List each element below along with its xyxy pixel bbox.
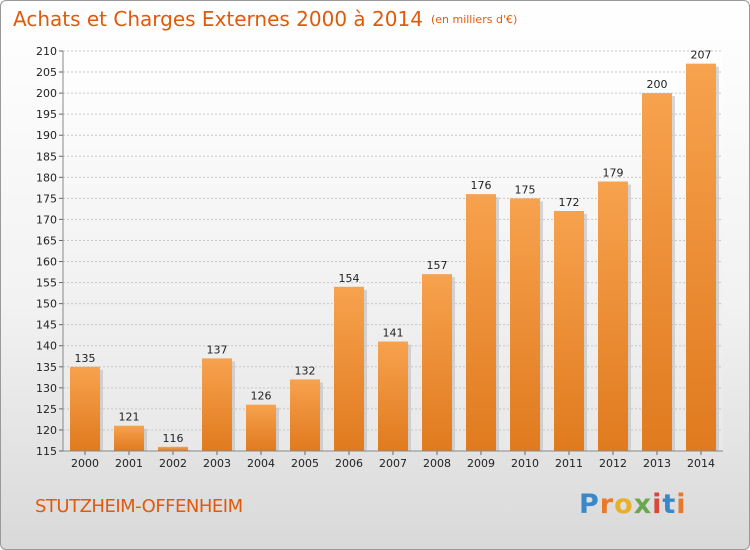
- bar: [290, 379, 320, 451]
- bars: 135 121 116 137 126 132 154 141 157 176 175 172 179 2…: [70, 49, 719, 452]
- x-tick-label: 2010: [511, 457, 539, 470]
- x-tick-label: 2007: [379, 457, 407, 470]
- bar: [202, 358, 232, 451]
- y-tick-label: 160: [36, 256, 57, 269]
- bar-value-label: 175: [515, 183, 536, 196]
- y-tick-label: 135: [36, 361, 57, 374]
- bar: [114, 425, 144, 451]
- x-axis: 2000 2001 2002 2003 2004 2005 2006 2007 2008 2009…: [63, 450, 723, 470]
- bar-value-label: 154: [339, 272, 360, 285]
- y-tick-label: 145: [36, 319, 57, 332]
- logo-letter: o: [614, 489, 634, 520]
- logo-letter: i: [676, 489, 687, 520]
- bar-value-label: 179: [603, 167, 624, 180]
- logo-letter: P: [579, 489, 600, 520]
- bar: [158, 446, 188, 451]
- bar: [246, 404, 276, 451]
- bar: [334, 286, 364, 451]
- commune-name: STUTZHEIM-OFFENHEIM: [35, 496, 243, 517]
- x-tick-label: 2004: [247, 457, 275, 470]
- bar: [378, 341, 408, 451]
- y-tick-label: 205: [36, 66, 57, 79]
- bar-value-label: 121: [119, 411, 140, 424]
- chart-unit: (en milliers d'€): [430, 13, 518, 26]
- y-tick-label: 190: [36, 129, 57, 142]
- logo-letter: i: [652, 489, 663, 520]
- y-tick-label: 180: [36, 171, 57, 184]
- x-tick-label: 2011: [555, 457, 583, 470]
- bar: [466, 194, 496, 451]
- bar-value-label: 141: [383, 327, 404, 340]
- logo-letter: x: [633, 489, 653, 520]
- x-tick-label: 2009: [467, 457, 495, 470]
- y-tick-label: 175: [36, 192, 57, 205]
- x-tick-label: 2002: [159, 457, 187, 470]
- logo-letter: t: [662, 489, 677, 520]
- grid-lines: [63, 50, 723, 452]
- y-tick-label: 130: [36, 382, 57, 395]
- y-tick-label: 125: [36, 403, 57, 416]
- y-tick-label: 200: [36, 87, 57, 100]
- bar-value-label: 137: [207, 343, 228, 356]
- y-tick-label: 185: [36, 150, 57, 163]
- x-tick-label: 2005: [291, 457, 319, 470]
- x-tick-label: 2014: [687, 457, 715, 470]
- bar-value-label: 126: [251, 390, 272, 403]
- bar-value-label: 200: [647, 78, 668, 91]
- bar: [642, 93, 672, 452]
- bar: [686, 63, 716, 451]
- bar-value-label: 207: [691, 49, 712, 62]
- bar-value-label: 132: [295, 364, 316, 377]
- bar-value-label: 176: [471, 179, 492, 192]
- y-axis: 115 120 125 130 135 140 145 150 155 160 165 170 175 1…: [36, 45, 64, 458]
- bar-value-label: 116: [163, 432, 184, 445]
- y-tick-label: 155: [36, 277, 57, 290]
- y-tick-label: 115: [36, 445, 57, 458]
- x-tick-label: 2000: [71, 457, 99, 470]
- bar-value-label: 157: [427, 259, 448, 272]
- bar-value-label: 172: [559, 196, 580, 209]
- y-tick-label: 210: [36, 45, 57, 58]
- chart-title-text: Achats et Charges Externes 2000 à 2014: [13, 7, 423, 31]
- x-tick-label: 2012: [599, 457, 627, 470]
- x-tick-label: 2008: [423, 457, 451, 470]
- y-tick-label: 170: [36, 213, 57, 226]
- y-tick-label: 150: [36, 298, 57, 311]
- bar: [598, 181, 628, 452]
- bar: [510, 198, 540, 451]
- x-tick-label: 2001: [115, 457, 143, 470]
- logo-letter: r: [599, 489, 615, 520]
- chart-title: Achats et Charges Externes 2000 à 2014 (e…: [13, 7, 517, 31]
- bar-value-label: 135: [75, 352, 96, 365]
- proxiti-logo: Proxiti: [579, 489, 687, 520]
- x-tick-label: 2006: [335, 457, 363, 470]
- y-tick-label: 120: [36, 424, 57, 437]
- y-tick-label: 165: [36, 234, 57, 247]
- y-tick-label: 195: [36, 108, 57, 121]
- x-tick-label: 2003: [203, 457, 231, 470]
- bar: [70, 366, 100, 451]
- y-tick-label: 140: [36, 340, 57, 353]
- x-tick-label: 2013: [643, 457, 671, 470]
- bar: [554, 211, 584, 451]
- bar: [422, 274, 452, 451]
